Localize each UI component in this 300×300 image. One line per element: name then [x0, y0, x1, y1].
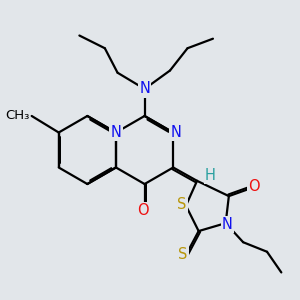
Text: N: N [170, 125, 181, 140]
Text: CH₃: CH₃ [5, 109, 29, 122]
Text: O: O [137, 203, 149, 218]
Text: N: N [139, 81, 150, 96]
Text: N: N [222, 217, 233, 232]
Text: S: S [178, 248, 188, 262]
Text: H: H [205, 168, 216, 183]
Text: S: S [177, 196, 187, 211]
Text: O: O [248, 179, 260, 194]
Text: N: N [110, 125, 122, 140]
